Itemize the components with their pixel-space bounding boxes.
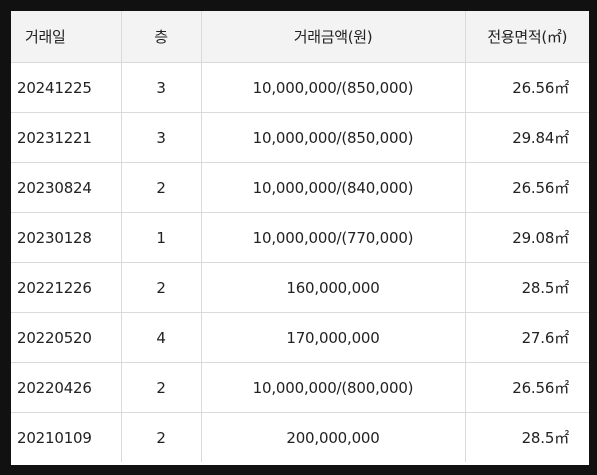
cell-price: 10,000,000/(850,000) xyxy=(201,62,466,113)
cell-floor: 4 xyxy=(121,312,202,363)
cell-price: 160,000,000 xyxy=(201,262,466,313)
table-row: 20241225 3 10,000,000/(850,000) 26.56㎡ xyxy=(11,62,589,113)
cell-area: 29.08㎡ xyxy=(465,212,589,263)
cell-area: 26.56㎡ xyxy=(465,362,589,413)
header-row: 거래일 층 거래금액(원) 전용면적(㎡) xyxy=(11,11,589,63)
cell-price: 10,000,000/(840,000) xyxy=(201,162,466,213)
cell-area: 29.84㎡ xyxy=(465,112,589,163)
transaction-table: 거래일 층 거래금액(원) 전용면적(㎡) 20241225 3 10,000,… xyxy=(11,11,589,462)
cell-area: 28.5㎡ xyxy=(521,429,570,447)
header-date: 거래일 xyxy=(11,11,122,63)
table-row: 20220426 2 10,000,000/(800,000) 26.56㎡ xyxy=(11,362,589,413)
cell-floor: 2 xyxy=(121,162,202,213)
cell-price: 200,000,000 xyxy=(201,412,466,462)
header-area: 전용면적(㎡) xyxy=(465,11,589,63)
cell-area: 26.56㎡ xyxy=(465,162,589,213)
cell-date: 20231221 xyxy=(11,112,122,163)
cell-date: 20220426 xyxy=(11,362,122,413)
cell-price: 10,000,000/(770,000) xyxy=(201,212,466,263)
cell-date: 20230824 xyxy=(11,162,122,213)
cell-floor: 2 xyxy=(121,362,202,413)
cell-floor: 1 xyxy=(121,212,202,263)
cell-date: 20220520 xyxy=(11,312,122,363)
table-row: 20221226 2 160,000,000 28.5㎡ xyxy=(11,262,589,313)
header-floor: 층 xyxy=(121,11,202,63)
cell-date: 20210109 xyxy=(11,412,122,462)
cell-price: 10,000,000/(850,000) xyxy=(201,112,466,163)
cell-area: 27.6㎡ xyxy=(465,312,589,363)
cell-price: 10,000,000/(800,000) xyxy=(201,362,466,413)
cell-floor: 3 xyxy=(121,112,202,163)
table-row: 20230128 1 10,000,000/(770,000) 29.08㎡ xyxy=(11,212,589,263)
cell-price: 170,000,000 xyxy=(201,312,466,363)
table-row: 20210109 2 200,000,000 28.5㎡ xyxy=(11,412,589,462)
table-body: 20241225 3 10,000,000/(850,000) 26.56㎡ 2… xyxy=(11,62,589,462)
cell-floor: 3 xyxy=(121,62,202,113)
table-header: 거래일 층 거래금액(원) 전용면적(㎡) xyxy=(11,11,589,63)
cell-floor: 2 xyxy=(121,412,202,462)
cell-floor: 2 xyxy=(121,262,202,313)
cell-date: 20221226 xyxy=(11,262,122,313)
cell-date: 20230128 xyxy=(11,212,122,263)
cell-date: 20241225 xyxy=(11,62,122,113)
cell-area: 26.56㎡ xyxy=(465,62,589,113)
header-price: 거래금액(원) xyxy=(201,11,466,63)
table-row: 20230824 2 10,000,000/(840,000) 26.56㎡ xyxy=(11,162,589,213)
transaction-table-panel: 거래일 층 거래금액(원) 전용면적(㎡) 20241225 3 10,000,… xyxy=(11,11,589,465)
table-row: 20231221 3 10,000,000/(850,000) 29.84㎡ xyxy=(11,112,589,163)
table-row: 20220520 4 170,000,000 27.6㎡ xyxy=(11,312,589,363)
cell-area: 28.5㎡ xyxy=(465,262,589,313)
